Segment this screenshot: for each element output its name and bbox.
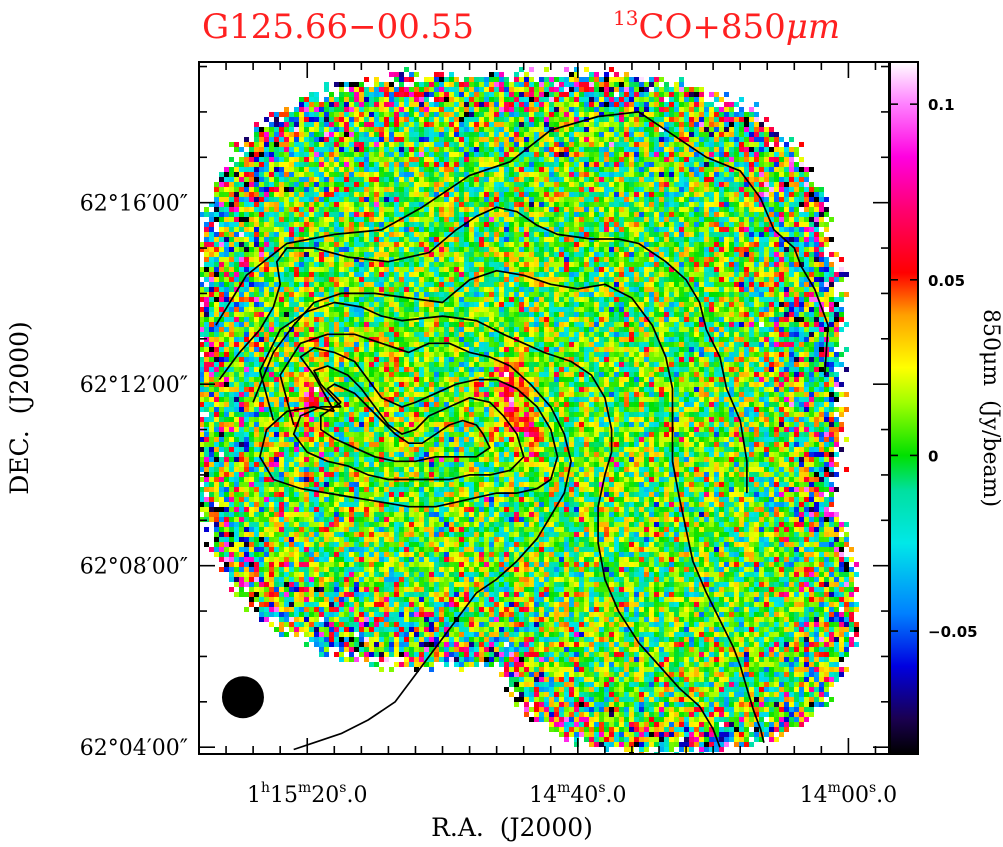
x-tick-label: 1h15m20s.0 bbox=[247, 780, 368, 808]
title-tracer-superscript: 13 bbox=[613, 6, 638, 30]
title-tracer-unit: μm bbox=[786, 7, 840, 47]
colorbar-title: 850μm (Jy/beam) bbox=[978, 309, 1003, 507]
y-tick-label: 62°04′00″ bbox=[80, 736, 188, 761]
y-tick-label: 62°12′00″ bbox=[80, 373, 188, 398]
x-tick-label: 14m00s.0 bbox=[800, 780, 897, 808]
colorbar-tick-label: 0.05 bbox=[928, 272, 965, 290]
colorbar-tick-label: −0.05 bbox=[928, 623, 978, 641]
x-axis-title: R.A. (J2000) bbox=[431, 813, 593, 842]
x-tick-labels: 1h15m20s.0 14m40s.0 14m00s.0 bbox=[247, 780, 897, 808]
title-tracer-main: CO+850 bbox=[638, 7, 785, 47]
beam-ellipse bbox=[222, 676, 264, 718]
x-tick-label: 14m40s.0 bbox=[529, 780, 626, 808]
colorbar-tick-label: 0 bbox=[928, 447, 938, 465]
y-tick-labels: 62°16′00″ 62°12′00″ 62°08′00″ 62°04′00″ bbox=[80, 192, 188, 762]
850um-pixel-map bbox=[199, 67, 859, 757]
y-tick-label: 62°08′00″ bbox=[80, 555, 188, 580]
colorbar-gradient bbox=[890, 62, 918, 754]
colorbar-tick-label: 0.1 bbox=[928, 96, 955, 114]
plot-area bbox=[199, 67, 859, 757]
title-source-name: G125.66−00.55 bbox=[202, 7, 474, 47]
y-axis-title: DEC. (J2000) bbox=[5, 321, 34, 495]
y-tick-label: 62°16′00″ bbox=[80, 192, 188, 217]
title-tracer: 13CO+850μm bbox=[613, 6, 840, 47]
beam bbox=[222, 676, 264, 718]
